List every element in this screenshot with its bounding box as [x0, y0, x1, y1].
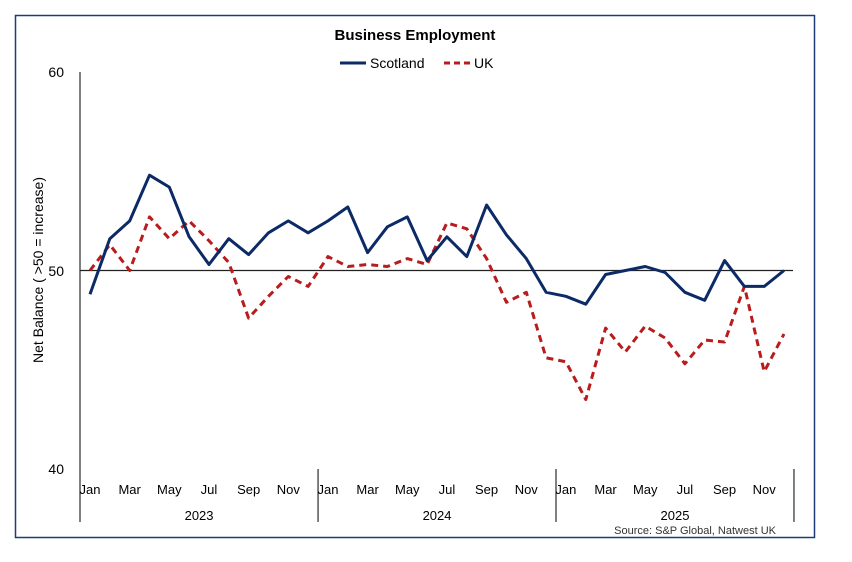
series-line-uk [88, 215, 786, 401]
series-lines [88, 173, 786, 401]
x-tick-label: Mar [118, 482, 141, 497]
chart-title: Business Employment [335, 27, 496, 44]
source-note: Source: S&P Global, Natwest UK [614, 525, 776, 537]
x-tick-label: Jul [201, 482, 218, 497]
x-tick-label: Nov [277, 482, 301, 497]
legend-label-uk: UK [474, 55, 494, 71]
chart-frame [14, 14, 816, 539]
x-tick-label: Nov [515, 482, 539, 497]
x-tick-label: May [395, 482, 420, 497]
y-axis-label: Net Balance ( >50 = increase) [30, 177, 46, 363]
x-tick-label: Mar [594, 482, 617, 497]
x-tick-label: Sep [237, 482, 260, 497]
x-tick-label: Sep [713, 482, 736, 497]
y-tick-label: 40 [48, 461, 64, 477]
x-tick-label: Sep [475, 482, 498, 497]
x-tick-label: Jan [80, 482, 101, 497]
x-tick-label: May [157, 482, 182, 497]
legend: Scotland UK [340, 55, 494, 71]
x-tick-label: Jan [555, 482, 576, 497]
x-tick-label: Jul [677, 482, 694, 497]
x-tick-label: Jul [439, 482, 456, 497]
x-axis: Jan Mar May Jul Sep Nov Jan Mar May Jul Sep Nov Jan M… [80, 469, 795, 523]
x-tick-label: Jan [317, 482, 338, 497]
x-tick-label: May [633, 482, 658, 497]
year-label: 2025 [661, 508, 690, 523]
x-tick-label: Mar [356, 482, 379, 497]
year-label: 2024 [423, 508, 452, 523]
y-tick-label: 50 [48, 263, 64, 279]
series-line-scotland [88, 173, 785, 306]
year-label: 2023 [185, 508, 214, 523]
y-tick-label: 60 [48, 64, 64, 80]
legend-label-scotland: Scotland [370, 55, 424, 71]
x-tick-label: Nov [753, 482, 777, 497]
